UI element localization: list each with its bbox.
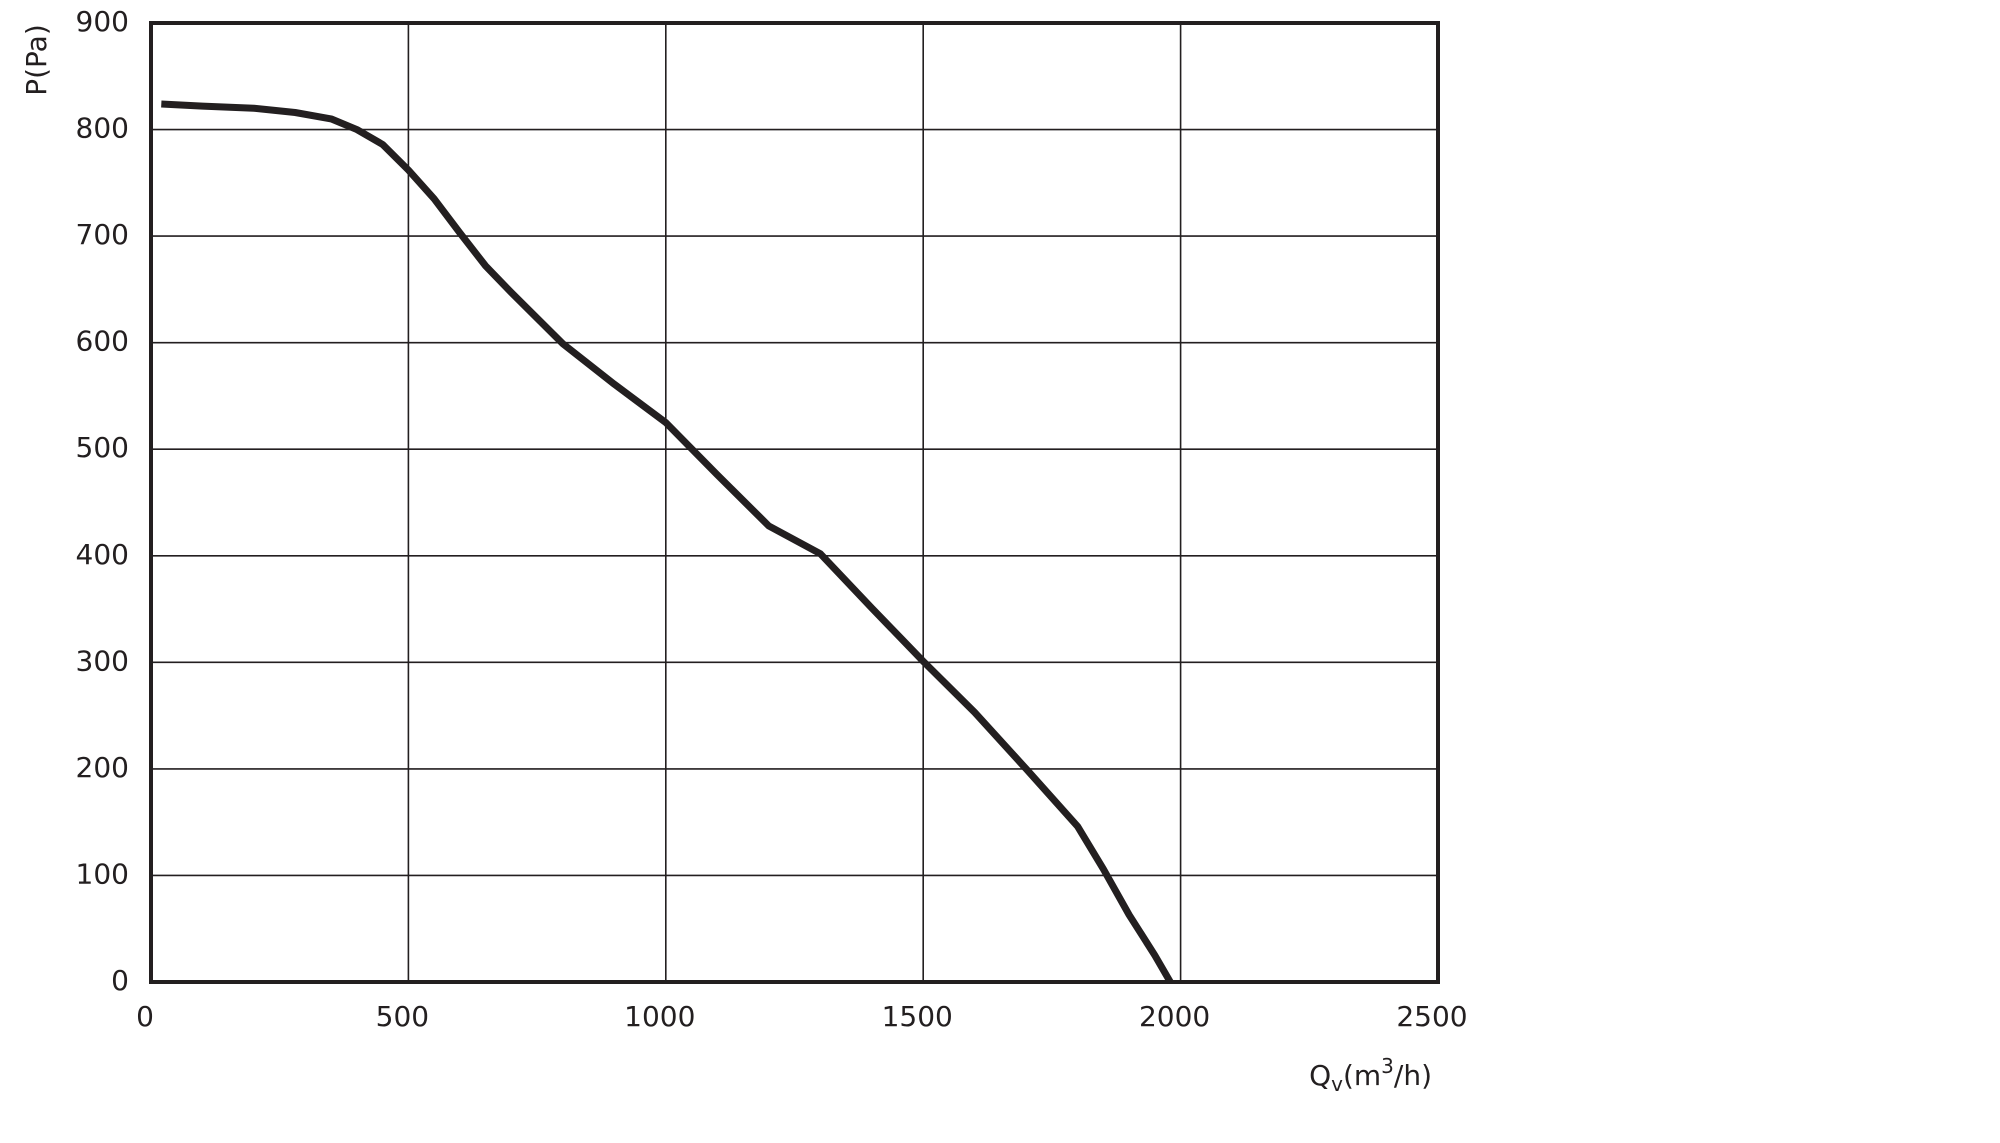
x-tick-label: 2000 <box>1139 1000 1210 1033</box>
y-tick-label: 300 <box>76 644 129 677</box>
x-label-part: /h) <box>1394 1059 1432 1092</box>
x-tick-label: 1000 <box>624 1000 695 1033</box>
y-tick-label: 700 <box>76 218 129 251</box>
x-tick-label: 2500 <box>1396 1000 1467 1033</box>
x-label-part: 3 <box>1381 1054 1394 1078</box>
y-axis-label: P(Pa) <box>20 24 53 96</box>
y-tick-label: 0 <box>111 964 129 997</box>
x-tick-label: 500 <box>376 1000 429 1033</box>
x-label-part: v <box>1331 1072 1343 1096</box>
y-tick-label: 600 <box>76 325 129 358</box>
y-tick-label: 200 <box>76 751 129 784</box>
y-tick-label: 900 <box>76 5 129 38</box>
x-tick-label: 0 <box>136 1000 154 1033</box>
y-tick-label: 100 <box>76 857 129 890</box>
plot-frame <box>149 21 1440 984</box>
y-tick-label: 800 <box>76 112 129 145</box>
x-label-part: Q <box>1309 1059 1331 1092</box>
y-tick-label: 500 <box>76 431 129 464</box>
x-label-part: (m <box>1343 1059 1381 1092</box>
data-line <box>161 100 1174 984</box>
x-tick-label: 1500 <box>882 1000 953 1033</box>
x-axis-label: Qv(m3/h) <box>1309 1054 1432 1096</box>
y-tick-label: 400 <box>76 538 129 571</box>
